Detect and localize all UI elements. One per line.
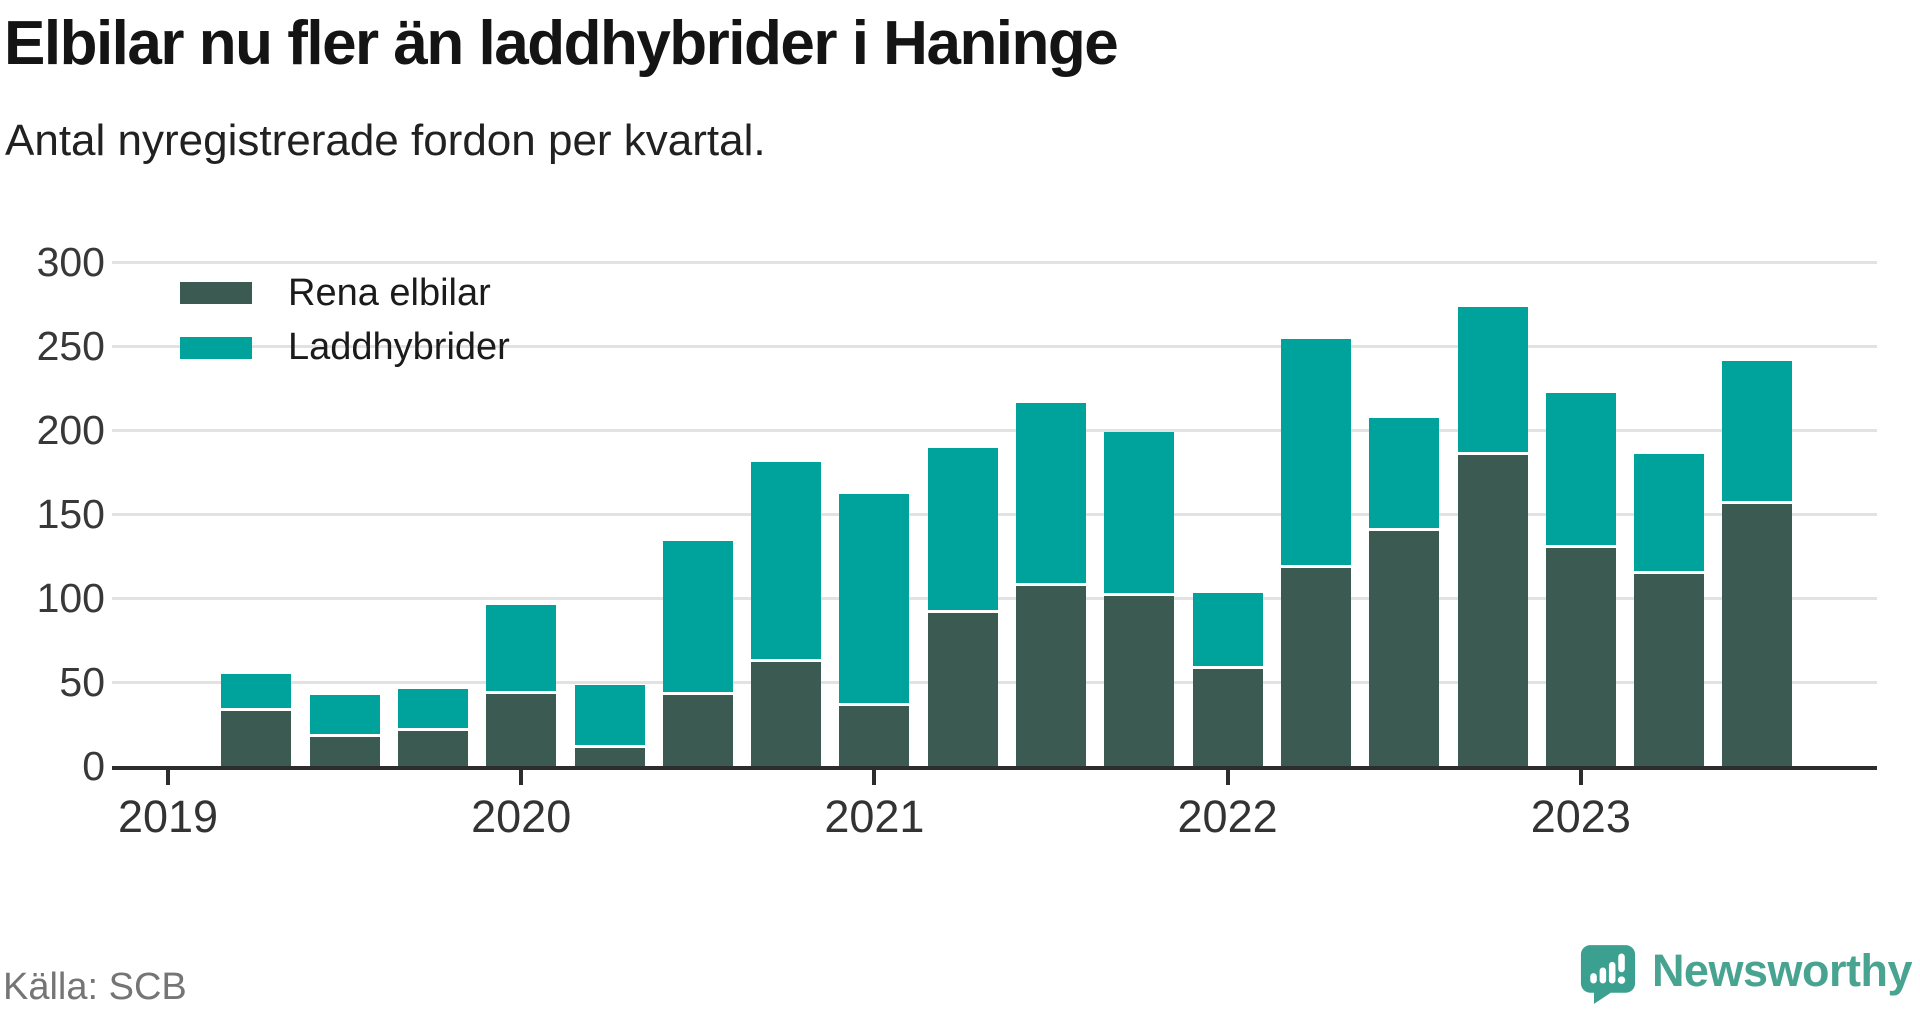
x-axis-tick-2022 [1225,770,1230,785]
bar-segment-rena-elbilar-2022-q2 [1280,567,1351,766]
legend-item-rena-elbilar: Rena elbilar [180,271,491,314]
newsworthy-wordmark: Newsworthy [1651,945,1913,996]
legend-item-laddhybrider: Laddhybrider [180,326,510,368]
gridline-250 [112,344,1877,348]
y-axis-label-150: 150 [36,491,105,537]
y-axis-label-300: 300 [36,239,105,285]
bar-segment-laddhybrider-2021-q2 [927,448,998,611]
bar-segment-laddhybrider-2019-q2 [221,673,292,708]
bar-segment-rena-elbilar-2023-q3 [1722,503,1793,766]
bar-segment-laddhybrider-2022-q3 [1369,418,1440,528]
gridline-300 [112,260,1877,264]
bar-segment-rena-elbilar-2021-q3 [1016,586,1086,766]
newsworthy-logo[interactable]: Newsworthy [1580,944,1913,1006]
gridline-200 [112,428,1877,432]
y-axis-label-100: 100 [36,575,105,621]
bar-segment-rena-elbilar-2019-q4 [397,730,468,766]
bar-segment-rena-elbilar-2020-q4 [751,661,822,766]
bar-segment-laddhybrider-2022-q2 [1280,339,1351,565]
bar-segment-rena-elbilar-2021-q1 [839,705,910,766]
x-axis-line [112,766,1877,770]
bar-segment-rena-elbilar-2022-q1 [1192,668,1263,766]
bar-segment-rena-elbilar-2023-q1 [1545,547,1616,766]
x-axis-tick-2023 [1578,770,1583,785]
bar-segment-laddhybrider-2023-q2 [1634,453,1705,572]
bar-segment-rena-elbilar-2020-q2 [574,747,645,766]
y-axis-label-50: 50 [59,659,105,705]
bar-segment-laddhybrider-2023-q1 [1545,393,1616,545]
bar-segment-rena-elbilar-2019-q3 [309,737,380,766]
legend-label: Laddhybrider [288,326,510,368]
bar-segment-laddhybrider-2022-q4 [1457,307,1528,453]
x-axis-label-2023: 2023 [1530,791,1631,842]
page-title: Elbilar nu fler än laddhybrider i Haning… [4,9,1119,78]
bar-segment-laddhybrider-2020-q3 [662,540,733,693]
bar-segment-rena-elbilar-2020-q1 [486,693,557,766]
x-axis-tick-2020 [519,770,524,785]
chart-subtitle: Antal nyregistrerade fordon per kvartal. [5,116,766,165]
bar-segment-rena-elbilar-2022-q4 [1457,455,1528,766]
bar-segment-laddhybrider-2019-q3 [309,695,380,735]
y-axis-label-0: 0 [82,743,105,789]
newsworthy-bubble-icon [1580,945,1636,1004]
y-axis-label-200: 200 [36,407,105,453]
x-axis-label-2019: 2019 [117,791,219,842]
bar-segment-rena-elbilar-2021-q2 [927,613,998,766]
x-axis-label-2020: 2020 [471,791,572,842]
bar-segment-laddhybrider-2022-q1 [1192,592,1263,666]
bar-segment-rena-elbilar-2019-q2 [221,710,292,766]
bar-segment-laddhybrider-2021-q4 [1104,431,1175,594]
bar-segment-laddhybrider-2021-q1 [839,493,910,703]
x-axis-label-2022: 2022 [1177,791,1278,842]
bar-segment-laddhybrider-2021-q3 [1016,403,1086,584]
x-axis-tick-2021 [872,770,877,785]
bar-segment-laddhybrider-2019-q4 [397,688,468,728]
legend-swatch-icon [180,282,252,304]
bar-segment-laddhybrider-2020-q2 [574,685,645,745]
bar-segment-laddhybrider-2023-q3 [1722,361,1793,501]
bar-segment-rena-elbilar-2023-q2 [1634,574,1705,766]
x-axis-label-2021: 2021 [824,791,925,842]
bar-segment-rena-elbilar-2022-q3 [1369,530,1440,766]
bar-segment-laddhybrider-2020-q1 [486,604,557,691]
legend-swatch-icon [180,336,252,359]
bar-segment-rena-elbilar-2020-q3 [662,695,733,766]
y-axis-label-250: 250 [36,323,105,369]
legend-label: Rena elbilar [288,271,491,314]
x-axis-tick-2019 [166,770,170,785]
source-credit: Källa: SCB [3,966,187,1008]
bar-segment-laddhybrider-2020-q4 [751,461,822,659]
bar-segment-rena-elbilar-2021-q4 [1104,596,1175,766]
